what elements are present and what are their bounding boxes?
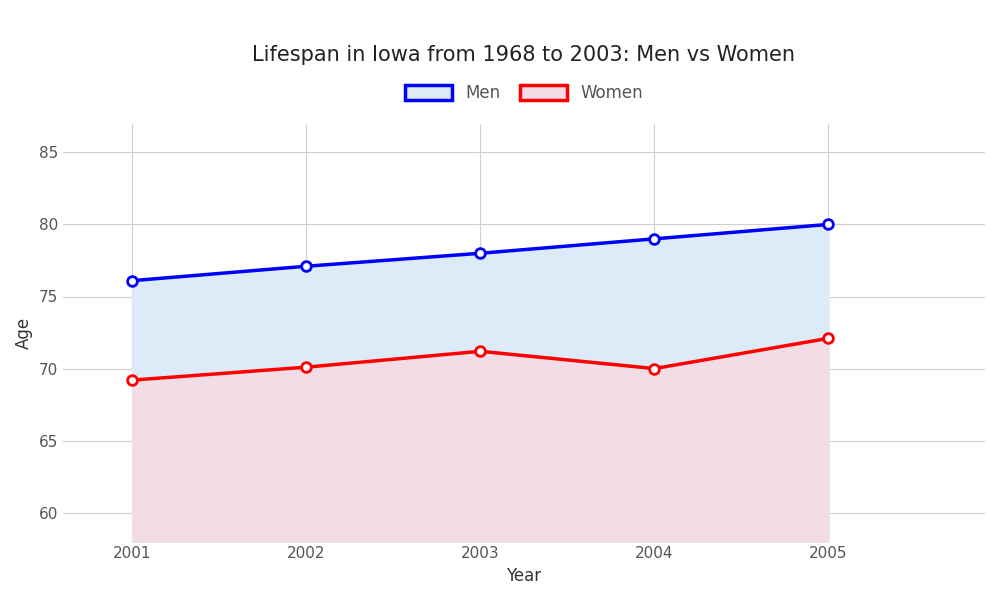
Title: Lifespan in Iowa from 1968 to 2003: Men vs Women: Lifespan in Iowa from 1968 to 2003: Men … — [252, 45, 795, 65]
Legend: Men, Women: Men, Women — [398, 77, 649, 109]
X-axis label: Year: Year — [506, 567, 541, 585]
Y-axis label: Age: Age — [15, 316, 33, 349]
